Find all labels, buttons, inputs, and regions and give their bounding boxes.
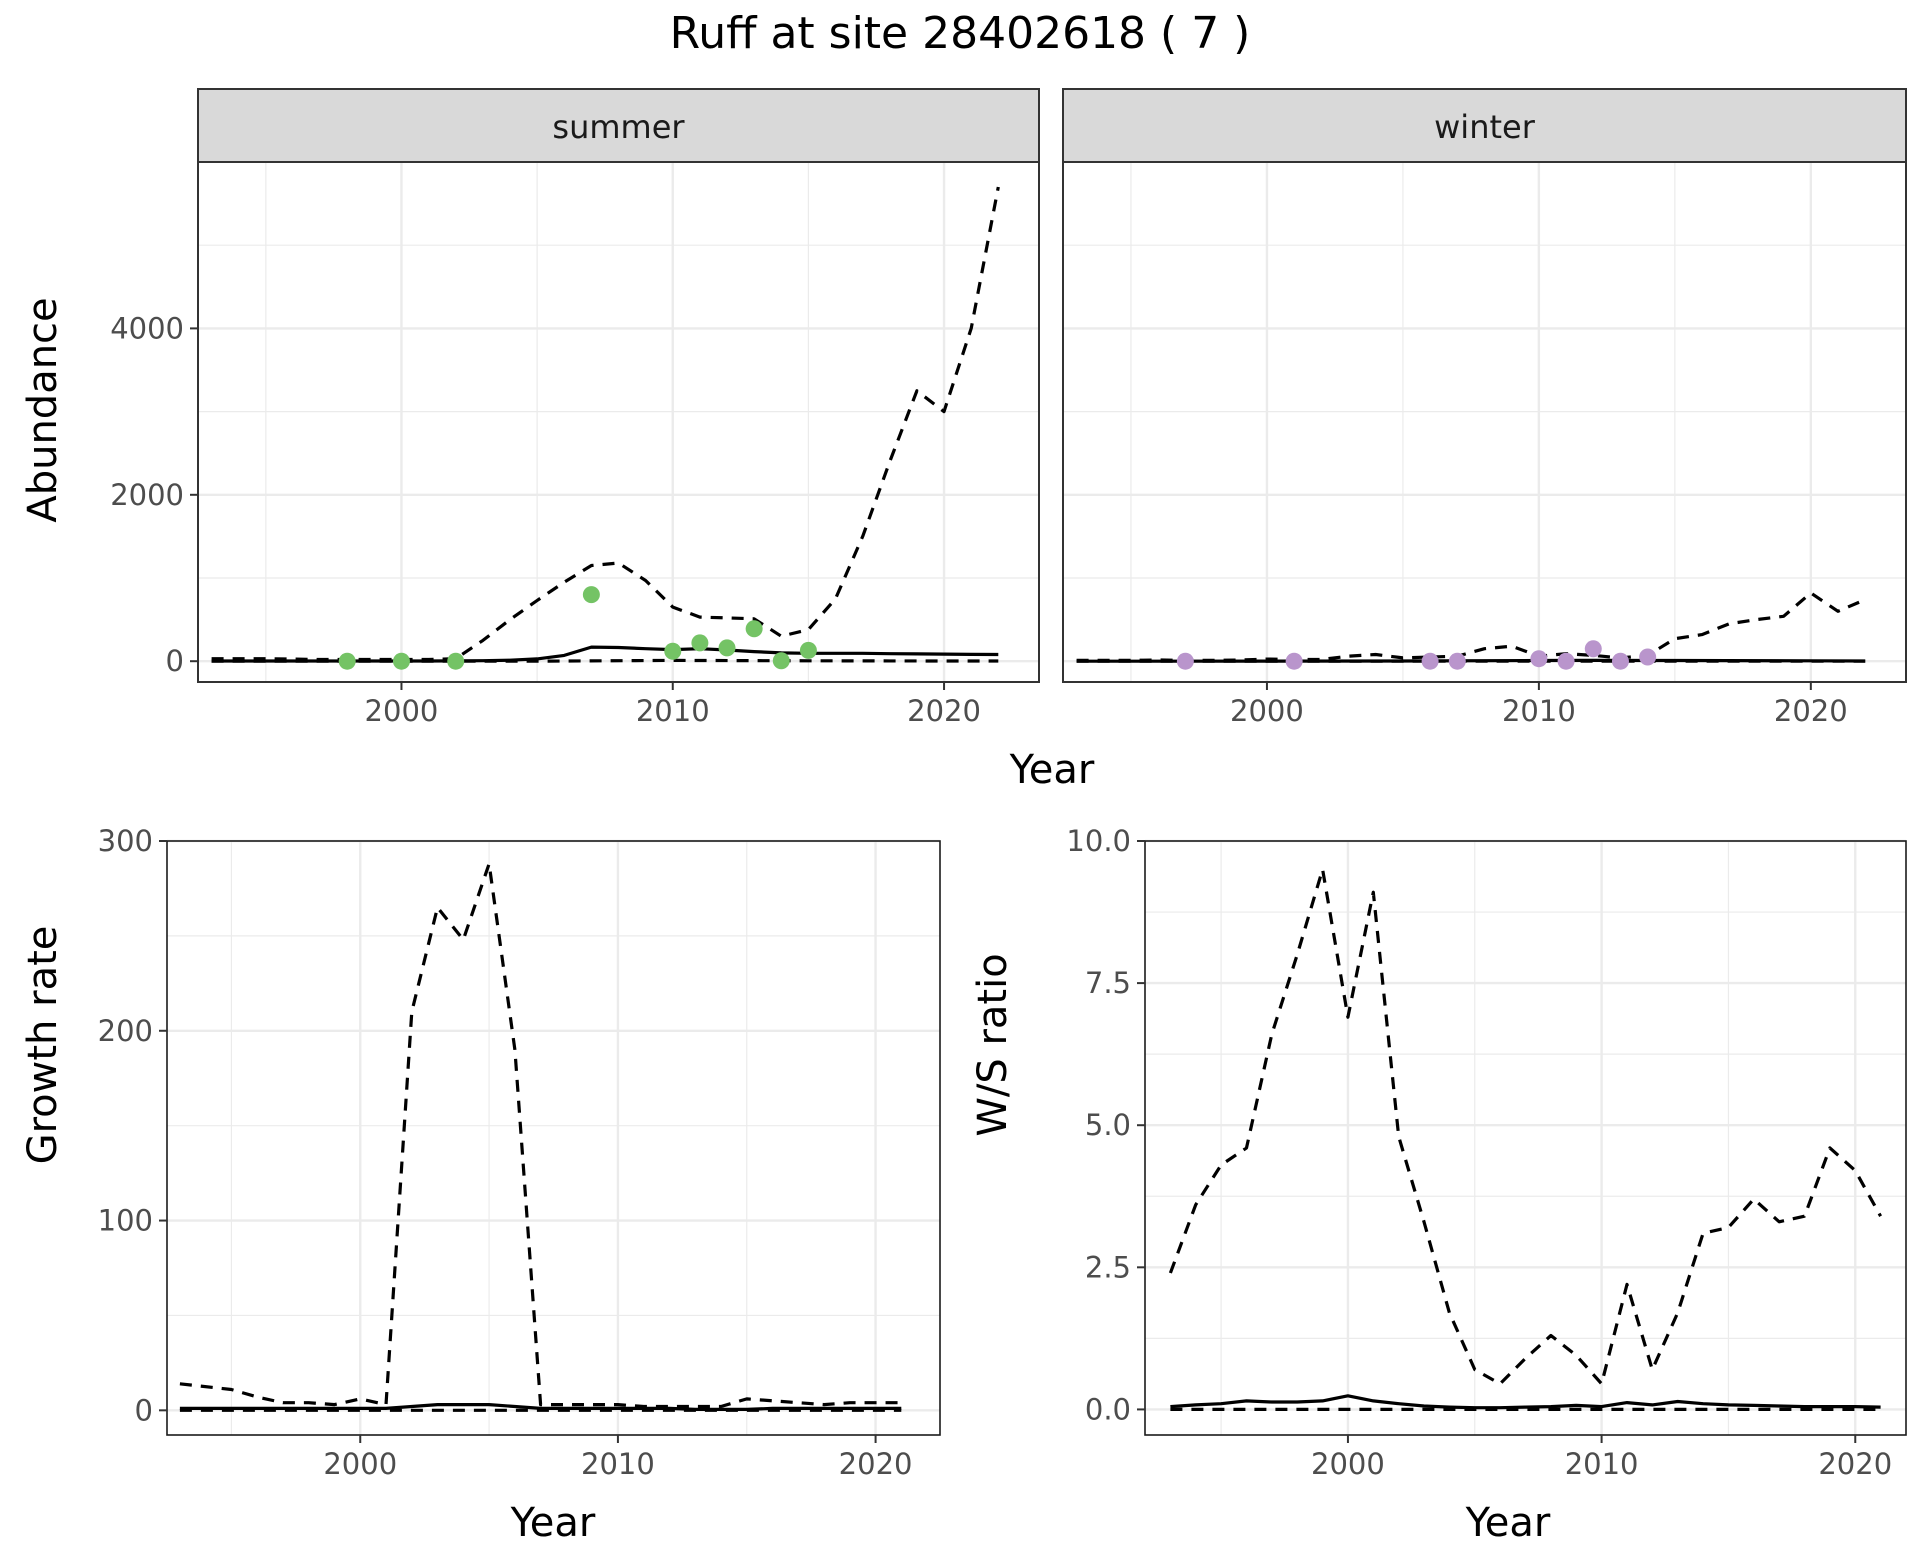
y-tick-label: 4000 — [110, 311, 184, 345]
trend-line-solid-0 — [1170, 1394, 1881, 1410]
y-tick-label: 300 — [98, 824, 153, 858]
trend-line-solid-0 — [1076, 658, 1866, 663]
x-tick-label: 2020 — [907, 694, 981, 728]
y-tick-label: 7.5 — [1085, 966, 1131, 1000]
data-point — [691, 634, 709, 652]
y-tick-label: 0.0 — [1085, 1392, 1131, 1426]
x-tick-label: 2000 — [1311, 1447, 1385, 1481]
data-point — [1448, 652, 1466, 670]
x-tick-label: 2020 — [1774, 694, 1848, 728]
y-axis-title-ratio: W/S ratio — [970, 953, 1016, 1136]
trend-line-solid-0 — [179, 1403, 902, 1411]
data-point — [664, 642, 682, 660]
data-point — [1611, 652, 1629, 670]
panel-border — [166, 840, 941, 1436]
data-point — [1176, 652, 1194, 670]
data-point — [1584, 640, 1602, 658]
panel-ratio: 2000 2010 2020 0.0 2.5 5.0 7.5 10.0 — [1066, 824, 1907, 1481]
data-point — [772, 652, 790, 670]
panel-growth: 2000 2010 2020 0 100 200 300 — [98, 824, 941, 1481]
data-point — [1557, 652, 1575, 670]
strip-winter — [1062, 88, 1907, 163]
data-point — [1530, 650, 1548, 668]
y-tick-label: 5.0 — [1085, 1108, 1131, 1142]
data-point — [799, 641, 817, 659]
data-point — [1639, 648, 1657, 666]
x-axis-title-top: Year — [1009, 747, 1095, 793]
y-tick-label: 0 — [135, 1393, 153, 1427]
x-tick-label: 2000 — [365, 694, 439, 728]
y-tick-label: 200 — [98, 1014, 153, 1048]
data-point — [718, 639, 736, 657]
data-point — [447, 652, 465, 670]
x-tick-label: 2010 — [581, 1447, 655, 1481]
data-point — [338, 652, 356, 670]
y-axis-title-growth: Growth rate — [20, 926, 66, 1165]
y-tick-label: 100 — [98, 1204, 153, 1238]
data-point — [582, 586, 600, 604]
panel-winter: 2000 2010 2020 — [1062, 161, 1907, 728]
data-point — [1285, 652, 1303, 670]
x-tick-label: 2010 — [1565, 1447, 1639, 1481]
panel-background — [1063, 162, 1906, 682]
data-point — [1421, 652, 1439, 670]
panel-border — [1062, 161, 1907, 683]
x-axis-title-growth: Year — [510, 1500, 596, 1546]
x-tick-label: 2010 — [1502, 694, 1576, 728]
y-tick-label: 0 — [166, 644, 184, 678]
y-tick-label: 2000 — [110, 478, 184, 512]
strip-label-summer: summer — [552, 108, 685, 146]
panel-border — [197, 161, 1040, 683]
panel-background — [167, 841, 940, 1435]
strip-summer — [197, 88, 1040, 163]
x-tick-label: 2000 — [323, 1447, 397, 1481]
data-point — [392, 652, 410, 670]
panel-border — [1144, 840, 1907, 1436]
strip-label-winter: winter — [1434, 108, 1536, 146]
panel-summer: 2000 2010 2020 0 2000 4000 — [110, 161, 1040, 728]
trend-line-dashed-1 — [1168, 867, 1882, 1386]
trend-line-dashed-1 — [179, 862, 902, 1409]
x-tick-label: 2020 — [1818, 1447, 1892, 1481]
y-tick-label: 10.0 — [1066, 824, 1131, 858]
x-tick-label: 2020 — [839, 1447, 913, 1481]
panel-background — [198, 162, 1039, 682]
panel-background — [1145, 841, 1906, 1435]
x-tick-label: 2010 — [636, 694, 710, 728]
data-point — [745, 620, 763, 638]
figure-title: Ruff at site 28402618 ( 7 ) — [670, 8, 1251, 59]
x-axis-title-ratio: Year — [1465, 1500, 1551, 1546]
x-tick-label: 2000 — [1230, 694, 1304, 728]
y-axis-title-abundance: Abundance — [20, 297, 66, 522]
y-tick-label: 2.5 — [1085, 1250, 1131, 1284]
